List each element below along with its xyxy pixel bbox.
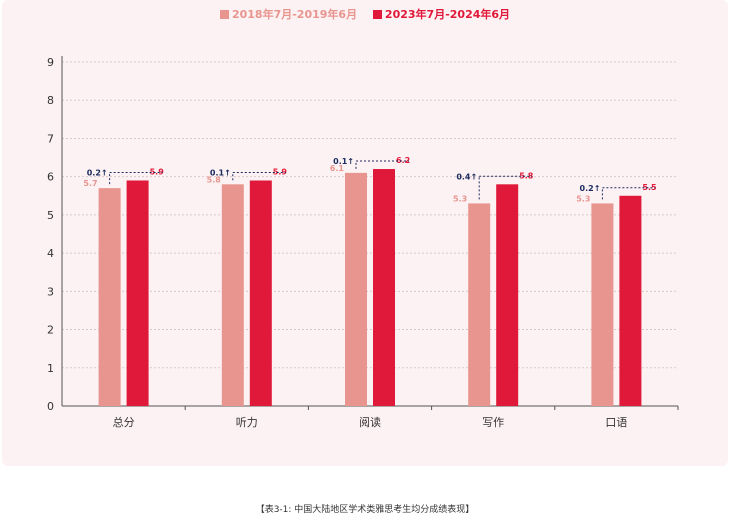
y-tick-label: 7 xyxy=(47,132,54,145)
x-tick-label: 写作 xyxy=(482,416,504,429)
x-tick-label: 阅读 xyxy=(359,415,381,429)
x-tick-label: 口语 xyxy=(605,416,627,429)
value-label-series1: 5.3 xyxy=(453,194,467,203)
value-label-series1: 5.3 xyxy=(576,194,590,203)
change-label: 0.1↑ xyxy=(210,168,231,177)
value-label-series1: 6.1 xyxy=(330,164,345,173)
y-tick-label: 4 xyxy=(47,247,54,260)
y-tick-label: 3 xyxy=(47,285,54,298)
y-tick-label: 5 xyxy=(47,209,54,222)
bar-series2 xyxy=(126,180,149,406)
bar-series1 xyxy=(345,172,367,406)
bar-series1 xyxy=(221,184,244,406)
bar-series2 xyxy=(249,180,272,406)
chart-caption: 【表3-1: 中国大陆地区学术类雅思考生均分成绩表现】 xyxy=(255,505,475,515)
bar-series2 xyxy=(496,184,519,406)
change-label: 0.4↑ xyxy=(456,172,477,181)
x-tick-label: 总分 xyxy=(113,415,135,429)
y-tick-label: 0 xyxy=(47,400,54,413)
y-tick-label: 6 xyxy=(47,171,54,184)
value-label-series2: 5.9 xyxy=(273,167,288,176)
change-label: 0.2↑ xyxy=(87,168,108,177)
bar-chart: 0 1 2 3 4 5 6 7 8 9 5.7 5.9 0.2↑ 总分 5.8 5.9 0.1↑ 听力 6.1 6.2… xyxy=(47,56,679,429)
y-tick-label: 9 xyxy=(47,56,54,69)
bar-series1 xyxy=(98,188,121,406)
value-label-series2: 5.5 xyxy=(642,183,657,192)
legend-label-series1: 2018年7月-2019年6月 xyxy=(231,8,358,21)
bar-series1 xyxy=(591,203,614,406)
value-label-series2: 5.9 xyxy=(150,167,165,176)
legend: 2018年7月-2019年6月 2023年7月-2024年6月 xyxy=(0,6,730,22)
value-label-series1: 5.7 xyxy=(83,179,97,188)
bar-series2 xyxy=(373,169,395,406)
change-label: 0.1↑ xyxy=(333,157,354,166)
value-label-series2: 6.2 xyxy=(396,156,410,165)
bar-series1 xyxy=(468,203,491,406)
x-tick-label: 听力 xyxy=(236,416,258,429)
value-label-series1: 5.8 xyxy=(207,175,222,184)
y-tick-label: 2 xyxy=(47,324,54,337)
legend-swatch-series1 xyxy=(219,10,229,19)
legend-swatch-series2 xyxy=(372,10,382,19)
value-label-series2: 5.8 xyxy=(519,171,534,180)
bar-series2 xyxy=(619,195,642,406)
legend-item-series2: 2023年7月-2024年6月 xyxy=(372,6,511,22)
legend-item-series1: 2018年7月-2019年6月 xyxy=(219,6,358,22)
y-tick-label: 8 xyxy=(47,94,54,107)
change-label: 0.2↑ xyxy=(580,184,601,193)
legend-label-series2: 2023年7月-2024年6月 xyxy=(384,8,511,21)
y-tick-label: 1 xyxy=(47,362,54,375)
